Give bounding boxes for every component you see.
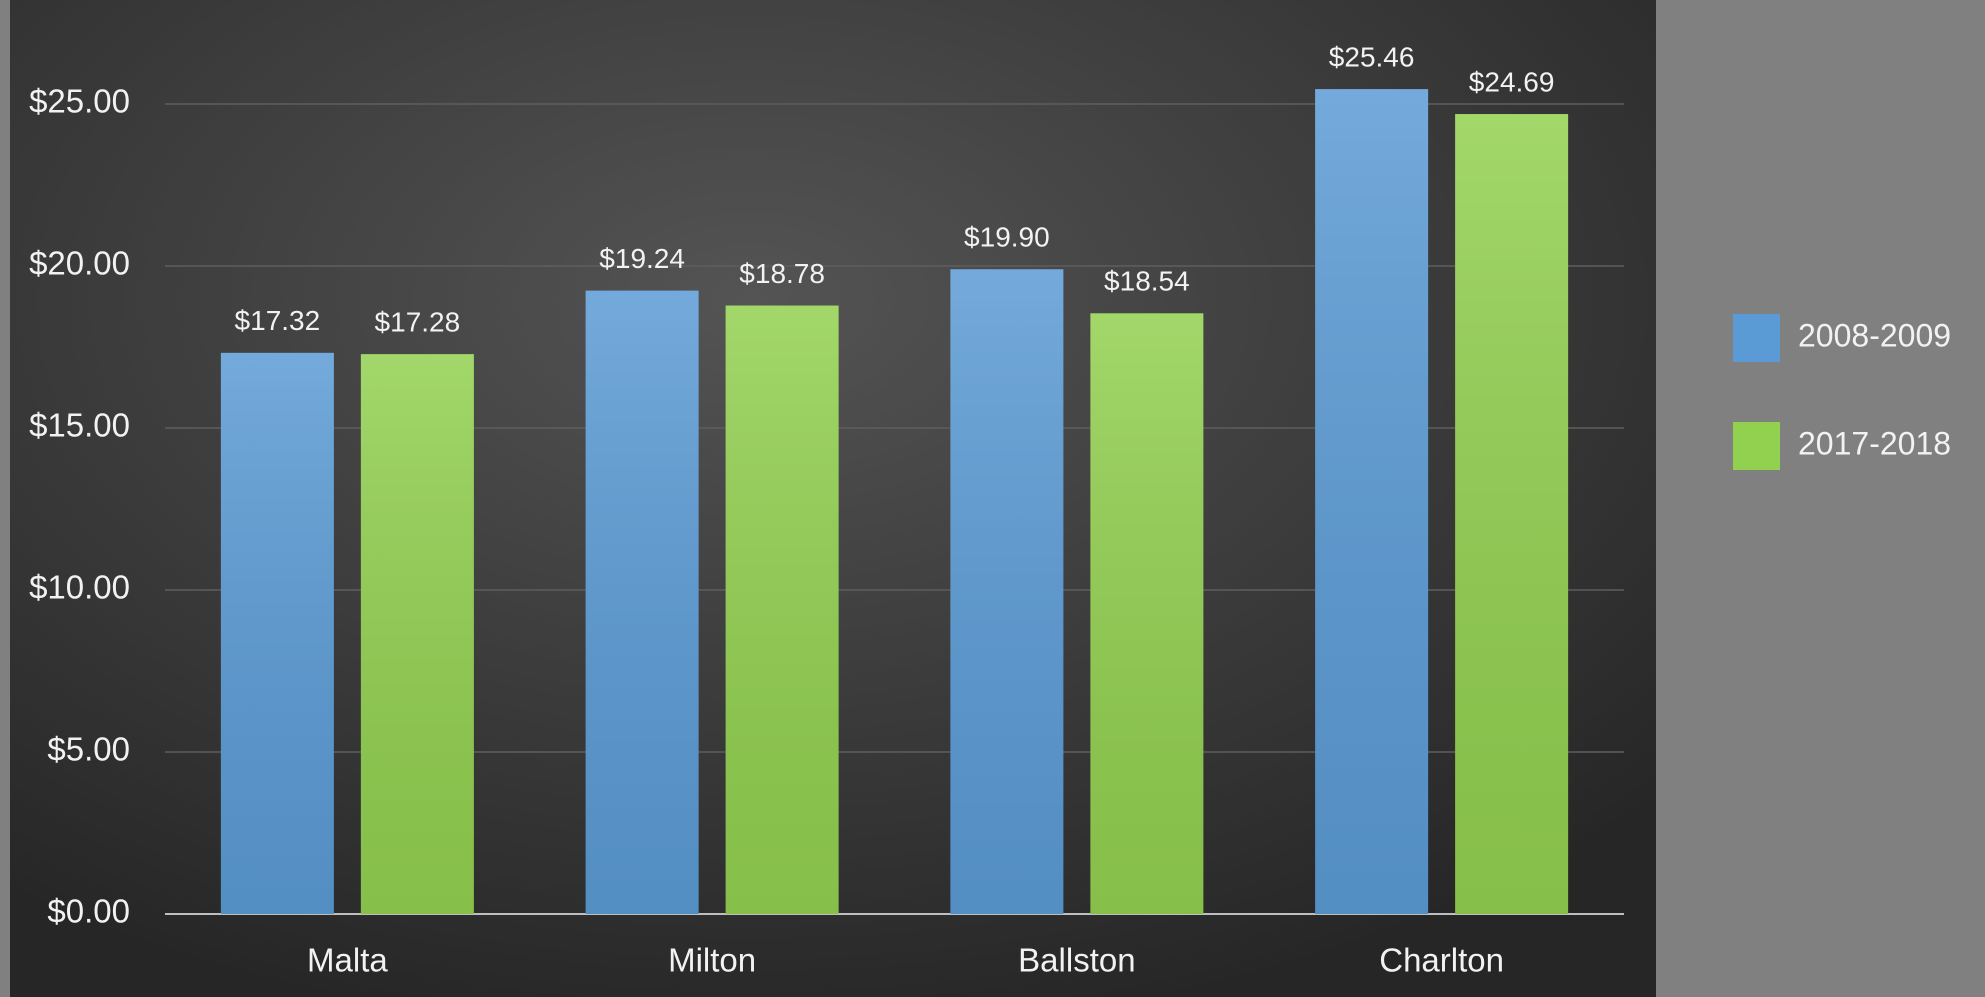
bar <box>1455 114 1569 914</box>
x-tick-label: Charlton <box>1379 942 1504 979</box>
legend-swatch <box>1733 314 1780 362</box>
y-tick-label: $10.00 <box>29 569 130 606</box>
x-tick-label: Ballston <box>1018 942 1135 979</box>
bar <box>360 354 474 914</box>
bar <box>725 305 839 914</box>
bar <box>1090 313 1204 915</box>
data-label: $17.28 <box>375 307 461 338</box>
y-tick-label: $25.00 <box>29 83 130 120</box>
bar <box>585 290 699 914</box>
data-label: $24.69 <box>1469 66 1555 97</box>
y-tick-label: $15.00 <box>29 407 130 444</box>
legend-label: 2008-2009 <box>1798 317 1951 353</box>
bar <box>950 269 1064 914</box>
data-label: $19.90 <box>964 222 1050 253</box>
x-tick-label: Malta <box>307 942 388 979</box>
data-label: $18.54 <box>1104 266 1190 297</box>
data-label: $19.24 <box>599 243 685 274</box>
y-tick-label: $20.00 <box>29 245 130 282</box>
bar <box>220 352 334 914</box>
legend-label: 2017-2018 <box>1798 425 1951 461</box>
legend-swatch <box>1733 422 1780 470</box>
y-tick-label: $0.00 <box>47 893 130 930</box>
data-label: $17.32 <box>235 305 321 336</box>
y-tick-label: $5.00 <box>47 731 130 768</box>
data-label: $18.78 <box>739 258 825 289</box>
bar <box>1315 89 1429 914</box>
data-label: $25.46 <box>1329 41 1415 72</box>
x-tick-label: Milton <box>668 942 756 979</box>
